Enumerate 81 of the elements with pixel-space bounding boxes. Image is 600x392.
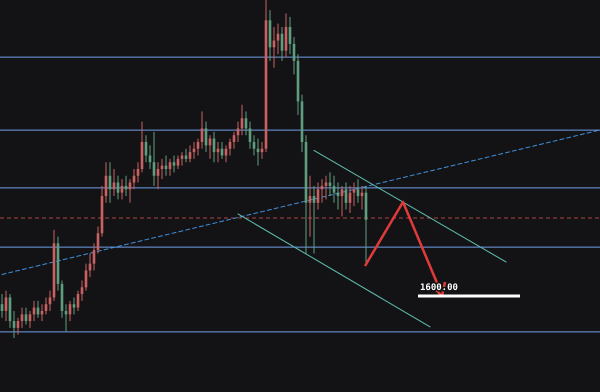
candlestick — [188, 144, 192, 163]
candlestick — [292, 36, 296, 75]
candlestick — [340, 185, 344, 217]
candlestick — [28, 310, 32, 328]
candlestick — [324, 175, 328, 200]
candlestick — [172, 154, 176, 173]
candlestick — [312, 185, 316, 254]
candlestick — [216, 141, 220, 163]
candlestick — [76, 290, 80, 312]
candlestick — [192, 141, 196, 160]
candlestick — [40, 304, 44, 322]
candlestick — [120, 178, 124, 200]
candlestick — [84, 263, 88, 292]
candlestick — [360, 185, 364, 210]
candlestick — [116, 175, 120, 200]
candlestick — [284, 13, 288, 58]
candlestick — [44, 296, 48, 315]
candlestick — [128, 178, 132, 204]
candlestick — [316, 182, 320, 210]
candlestick — [164, 154, 168, 176]
candlestick — [272, 26, 276, 68]
candlestick — [196, 138, 200, 156]
candlestick — [240, 104, 244, 136]
candlestick — [72, 296, 76, 315]
candlestick — [68, 300, 72, 322]
candlestick — [176, 154, 180, 170]
candlestick — [252, 134, 256, 156]
candlestick — [88, 253, 92, 278]
candlestick — [200, 111, 204, 150]
candlestick — [12, 310, 16, 338]
candlestick — [336, 182, 340, 210]
candlestick — [220, 141, 224, 160]
candlestick — [348, 185, 352, 214]
candlestick — [236, 121, 240, 142]
candlestick — [212, 131, 216, 163]
candlestick — [244, 111, 248, 136]
candlestick — [112, 168, 116, 197]
candlestick — [276, 23, 280, 55]
candlestick — [208, 134, 212, 160]
candlestick — [320, 178, 324, 204]
candlestick — [224, 144, 228, 163]
candlestick — [204, 121, 208, 153]
candlestick — [352, 182, 356, 207]
candlestick — [356, 178, 360, 204]
candlestick — [32, 300, 36, 322]
candlestick — [36, 300, 40, 318]
candlestick — [288, 16, 292, 55]
candlestick — [308, 175, 312, 238]
candlestick — [24, 307, 28, 325]
candlestick — [16, 317, 20, 336]
candlestick — [168, 158, 172, 176]
candlestick — [260, 141, 264, 160]
candlestick — [152, 131, 156, 186]
candlestick — [180, 152, 184, 166]
candlestick — [328, 172, 332, 197]
candlestick — [160, 158, 164, 180]
candlestick — [64, 304, 68, 332]
candlestick — [148, 144, 152, 170]
candlestick — [104, 162, 108, 204]
candlestick — [248, 121, 252, 150]
candlestick — [96, 226, 100, 254]
candlestick — [144, 134, 148, 163]
candlestick — [156, 162, 160, 190]
candlestick — [4, 290, 8, 322]
candlestick — [132, 168, 136, 190]
candlestick — [344, 182, 348, 210]
candlestick — [332, 175, 336, 204]
candlestick — [48, 290, 52, 312]
candlestick — [184, 148, 188, 163]
candlestick — [108, 162, 112, 204]
candlestick — [8, 294, 12, 328]
candlestick — [280, 26, 284, 62]
candlestick — [80, 280, 84, 302]
candlestick — [20, 307, 24, 328]
candlestick — [232, 131, 236, 150]
candlestick — [228, 138, 232, 156]
candlestick — [92, 242, 96, 271]
candlestick — [256, 138, 260, 166]
candlestick — [124, 175, 128, 197]
candlestick — [136, 162, 140, 184]
candlestick — [0, 294, 4, 318]
